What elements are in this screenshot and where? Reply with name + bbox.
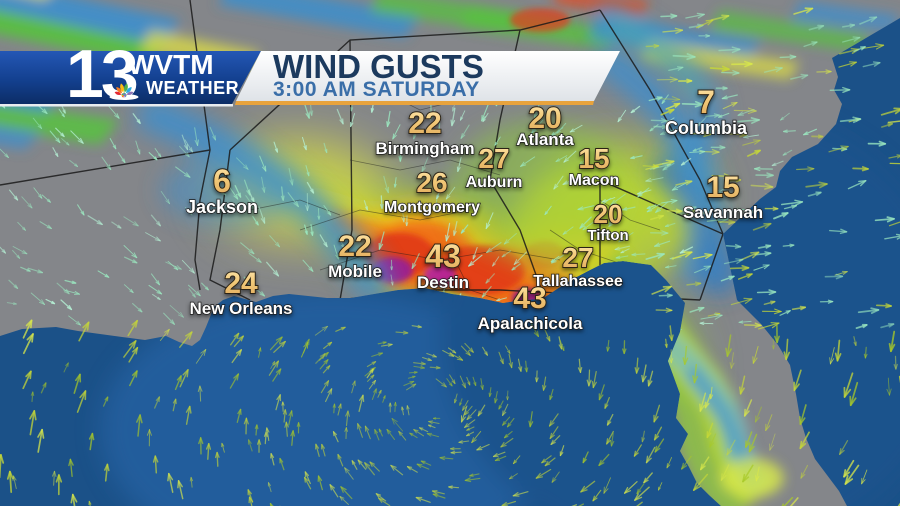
- svg-text:24: 24: [224, 267, 258, 300]
- svg-text:43: 43: [425, 238, 461, 274]
- svg-text:26: 26: [416, 167, 447, 198]
- svg-text:Mobile: Mobile: [328, 262, 382, 281]
- svg-text:Apalachicola: Apalachicola: [478, 314, 583, 333]
- svg-text:Auburn: Auburn: [466, 174, 523, 191]
- svg-text:7: 7: [697, 84, 715, 120]
- svg-text:15: 15: [578, 143, 609, 174]
- svg-text:27: 27: [478, 143, 509, 174]
- svg-text:22: 22: [408, 107, 441, 140]
- svg-text:27: 27: [562, 242, 593, 273]
- svg-text:Macon: Macon: [569, 172, 620, 189]
- svg-text:20: 20: [594, 199, 623, 229]
- svg-text:New Orleans: New Orleans: [190, 299, 293, 318]
- svg-text:Atlanta: Atlanta: [516, 130, 574, 149]
- svg-text:Jackson: Jackson: [186, 197, 258, 217]
- svg-text:Savannah: Savannah: [683, 203, 763, 222]
- svg-text:Destin: Destin: [417, 273, 469, 292]
- svg-text:Montgomery: Montgomery: [384, 199, 480, 216]
- svg-text:Birmingham: Birmingham: [375, 139, 474, 158]
- svg-text:22: 22: [338, 230, 371, 263]
- svg-text:6: 6: [213, 163, 231, 199]
- svg-text:Columbia: Columbia: [665, 118, 748, 138]
- svg-text:43: 43: [513, 282, 546, 315]
- svg-text:15: 15: [706, 171, 739, 204]
